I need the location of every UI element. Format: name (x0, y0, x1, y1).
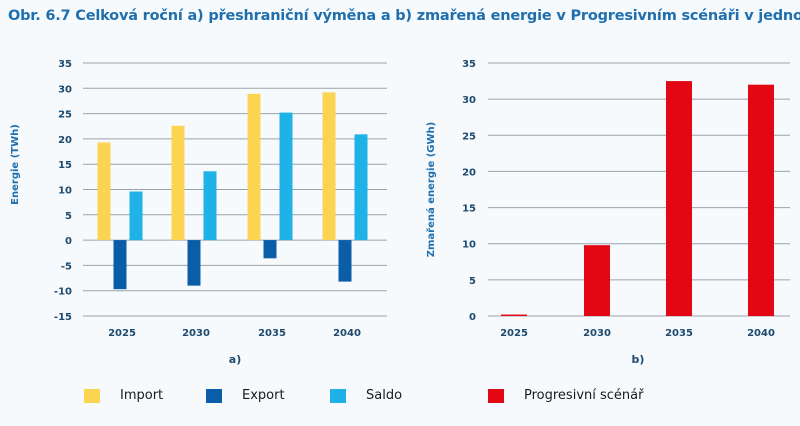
bar-import-2040 (322, 92, 336, 241)
legend-item-export: Export (206, 388, 285, 403)
bar-saldo-2035 (279, 112, 293, 241)
bar-import-2030 (171, 125, 185, 241)
y-tick-label: -10 (54, 287, 72, 298)
y-axis-label: Zmařená energie (GWh) (425, 122, 437, 257)
bar-export-2030 (187, 240, 201, 286)
panel-label: a) (229, 353, 241, 366)
y-tick-label: 5 (469, 276, 476, 287)
legend-swatch-progresivni (488, 388, 504, 403)
x-tick-label: 2040 (333, 328, 361, 339)
bar-saldo-2025 (129, 191, 143, 241)
y-tick-label: 35 (462, 59, 476, 70)
y-tick-label: -15 (54, 312, 72, 323)
x-tick-label: 2040 (747, 328, 775, 339)
y-tick-label: 25 (58, 110, 72, 121)
y-tick-label: 20 (462, 167, 476, 178)
x-tick-label: 2030 (583, 328, 611, 339)
y-tick-label: 25 (462, 131, 476, 142)
legend-swatch-saldo (330, 388, 346, 403)
bar-import-2025 (97, 142, 111, 241)
x-tick-label: 2025 (500, 328, 528, 339)
y-tick-label: 30 (462, 95, 476, 106)
x-tick-label: 2030 (182, 328, 210, 339)
bar-progresivn-sc-n--2035 (666, 81, 692, 316)
bar-export-2025 (113, 240, 127, 290)
figure-title: Obr. 6.7 Celková roční a) přeshraniční v… (8, 8, 800, 24)
y-tick-label: 20 (58, 135, 72, 146)
y-tick-label: -5 (61, 261, 72, 272)
panel-label: b) (632, 353, 645, 366)
y-tick-label: 0 (469, 312, 476, 323)
x-tick-label: 2025 (108, 328, 136, 339)
legend-item-saldo: Saldo (330, 388, 402, 403)
y-tick-label: 15 (58, 160, 72, 171)
legend-label-progresivni: Progresivní scénář (524, 388, 644, 403)
legend-item-import: Import (84, 388, 163, 403)
legend-label-import: Import (120, 388, 164, 403)
y-tick-label: 5 (65, 211, 72, 222)
legend-swatch-export (206, 388, 222, 403)
y-tick-label: 0 (65, 236, 72, 247)
bar-saldo-2030 (203, 171, 217, 241)
bar-import-2035 (247, 93, 261, 241)
y-axis-label: Energie (TWh) (10, 124, 21, 205)
x-tick-label: 2035 (665, 328, 693, 339)
y-tick-label: 10 (462, 240, 476, 251)
y-tick-label: 15 (462, 204, 476, 215)
y-tick-label: 35 (58, 59, 72, 70)
y-tick-label: 30 (58, 84, 72, 95)
legend-label-saldo: Saldo (366, 388, 403, 403)
bar-progresivn-sc-n--2025 (501, 314, 527, 316)
bar-export-2040 (338, 240, 352, 282)
bar-progresivn-sc-n--2040 (748, 84, 774, 316)
y-tick-label: 10 (58, 186, 72, 197)
x-tick-label: 2035 (258, 328, 286, 339)
legend-label-export: Export (242, 388, 285, 403)
legend-item-progresivni: Progresivní scénář (488, 388, 643, 403)
bar-progresivn-sc-n--2030 (584, 245, 610, 316)
legend-swatch-import (84, 388, 100, 403)
bar-saldo-2040 (354, 134, 368, 241)
bar-export-2035 (263, 240, 277, 259)
